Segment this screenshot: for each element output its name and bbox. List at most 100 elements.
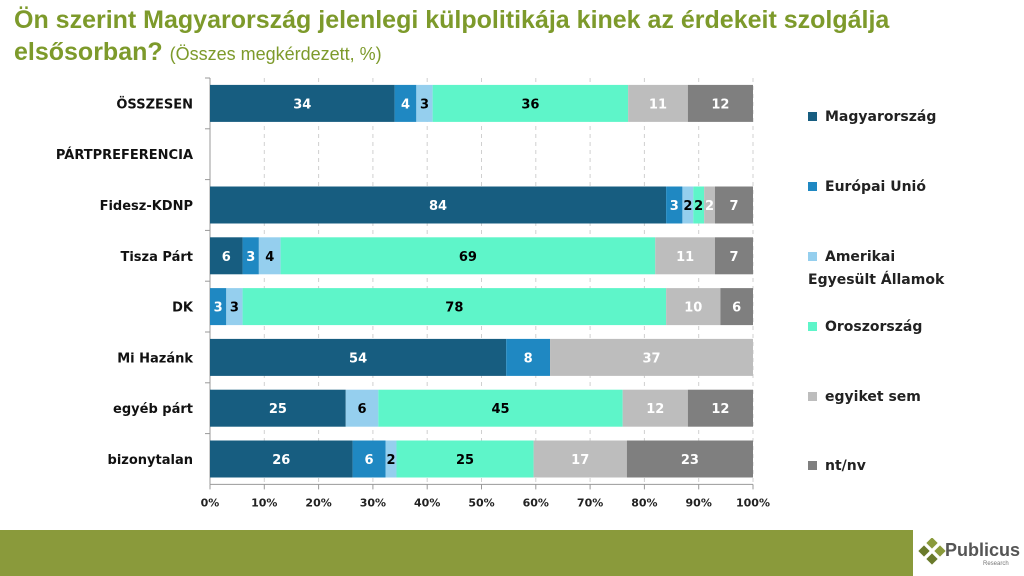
- bar-segment: [533, 440, 627, 478]
- x-tick-label: 70%: [577, 496, 603, 509]
- data-label: 25: [456, 453, 474, 468]
- data-label: 7: [729, 250, 738, 265]
- bar-segment: [628, 84, 688, 122]
- bar-segment: [622, 389, 688, 427]
- data-label: 3: [420, 97, 429, 112]
- legend-item: nt/nv: [808, 455, 866, 478]
- category-label: DK: [172, 301, 194, 316]
- bar-segment: [378, 389, 623, 427]
- bar-segment: [210, 440, 353, 478]
- data-label: 11: [649, 97, 667, 112]
- data-label: 6: [358, 402, 367, 417]
- bar-segment: [550, 338, 753, 376]
- bar-segment: [714, 237, 753, 275]
- data-label: 3: [670, 199, 679, 214]
- data-label: 17: [571, 453, 589, 468]
- bar-segment: [396, 440, 534, 478]
- chart-title: Ön szerint Magyarország jelenlegi külpol…: [14, 4, 914, 70]
- bar-segment: [258, 237, 281, 275]
- bar-segment: [210, 237, 243, 275]
- legend-label: Amerikai Egyesült Államok: [808, 249, 945, 288]
- bar-segment: [210, 288, 227, 326]
- bar-segment: [352, 440, 386, 478]
- legend-swatch: [808, 112, 817, 121]
- legend-label: Oroszország: [825, 319, 923, 335]
- x-tick-label: 100%: [736, 496, 770, 509]
- legend-item: Európai Unió: [808, 176, 926, 199]
- bar-segment: [704, 186, 715, 224]
- data-label: 69: [459, 250, 477, 265]
- category-label: egyéb párt: [113, 402, 193, 417]
- data-label: 6: [222, 250, 231, 265]
- bar-segment: [666, 288, 721, 326]
- x-tick-label: 30%: [360, 496, 386, 509]
- data-label: 3: [246, 250, 255, 265]
- data-label: 26: [272, 453, 290, 468]
- data-label: 12: [711, 97, 729, 112]
- x-tick-label: 40%: [414, 496, 440, 509]
- category-label: Fidesz-KDNP: [100, 199, 193, 214]
- bar-segment: [394, 84, 417, 122]
- legend-label: Európai Unió: [825, 179, 926, 195]
- data-label: 6: [365, 453, 374, 468]
- x-tick-label: 10%: [251, 496, 277, 509]
- data-label: 3: [230, 301, 239, 316]
- legend-item: egyiket sem: [808, 386, 921, 409]
- bar-segment: [655, 237, 715, 275]
- bar-segment: [666, 186, 683, 224]
- bar-segment: [682, 186, 694, 224]
- data-label: 37: [642, 351, 660, 366]
- data-label: 78: [445, 301, 463, 316]
- bar-segment: [720, 288, 753, 326]
- bar-segment: [626, 440, 753, 478]
- legend-label: Magyarország: [825, 109, 937, 125]
- bar-segment: [432, 84, 629, 122]
- bar-segment: [210, 84, 395, 122]
- legend-swatch: [808, 182, 817, 191]
- data-label: 54: [349, 351, 367, 366]
- bar-segment: [280, 237, 656, 275]
- data-label: 4: [265, 250, 274, 265]
- legend-swatch: [808, 461, 817, 470]
- bar-segment: [210, 338, 507, 376]
- legend-swatch: [808, 322, 817, 331]
- category-label: bizonytalan: [108, 453, 193, 468]
- x-tick-label: 0%: [201, 496, 220, 509]
- data-label: 45: [491, 402, 509, 417]
- bar-segment: [226, 288, 243, 326]
- bar-segment: [714, 186, 753, 224]
- publicus-logo: Publicus Research: [913, 530, 1024, 576]
- data-label: 36: [521, 97, 539, 112]
- legend-item: Magyarország: [808, 106, 936, 129]
- data-label: 10: [684, 301, 702, 316]
- bar-segment: [506, 338, 551, 376]
- category-label: Mi Hazánk: [117, 351, 193, 366]
- legend-item: Oroszország: [808, 316, 922, 339]
- data-label: 84: [429, 199, 447, 214]
- data-label: 4: [401, 97, 410, 112]
- logo-subtitle: Research: [983, 561, 1009, 567]
- title-main: Ön szerint Magyarország jelenlegi külpol…: [14, 6, 890, 66]
- bar-segment: [693, 186, 705, 224]
- data-label: 3: [214, 301, 223, 316]
- data-label: 2: [705, 199, 714, 214]
- title-subtitle: (Összes megkérdezett, %): [169, 44, 382, 64]
- footer-band: [0, 530, 1024, 576]
- category-label: Tisza Párt: [120, 250, 193, 265]
- data-label: 7: [729, 199, 738, 214]
- data-label: 2: [386, 453, 395, 468]
- data-label: 25: [269, 402, 287, 417]
- category-label: ÖSSZESEN: [116, 96, 193, 112]
- bar-chart: 0% 10% 20% 30% 40% 50% 60% 70% 80% 90% 100% ÖSSZESE…: [56, 77, 770, 509]
- data-label: 6: [732, 301, 741, 316]
- legend-label: egyiket sem: [825, 389, 921, 405]
- data-label: 34: [293, 97, 311, 112]
- bar-segment: [416, 84, 433, 122]
- logo-name: Publicus: [945, 540, 1021, 560]
- legend-item: Amerikai Egyesült Államok: [808, 246, 958, 292]
- bar-segment: [687, 84, 753, 122]
- legend-swatch: [808, 252, 817, 261]
- x-tick-label: 90%: [686, 496, 712, 509]
- bar-segment: [242, 288, 667, 326]
- bar-segment: [385, 440, 397, 478]
